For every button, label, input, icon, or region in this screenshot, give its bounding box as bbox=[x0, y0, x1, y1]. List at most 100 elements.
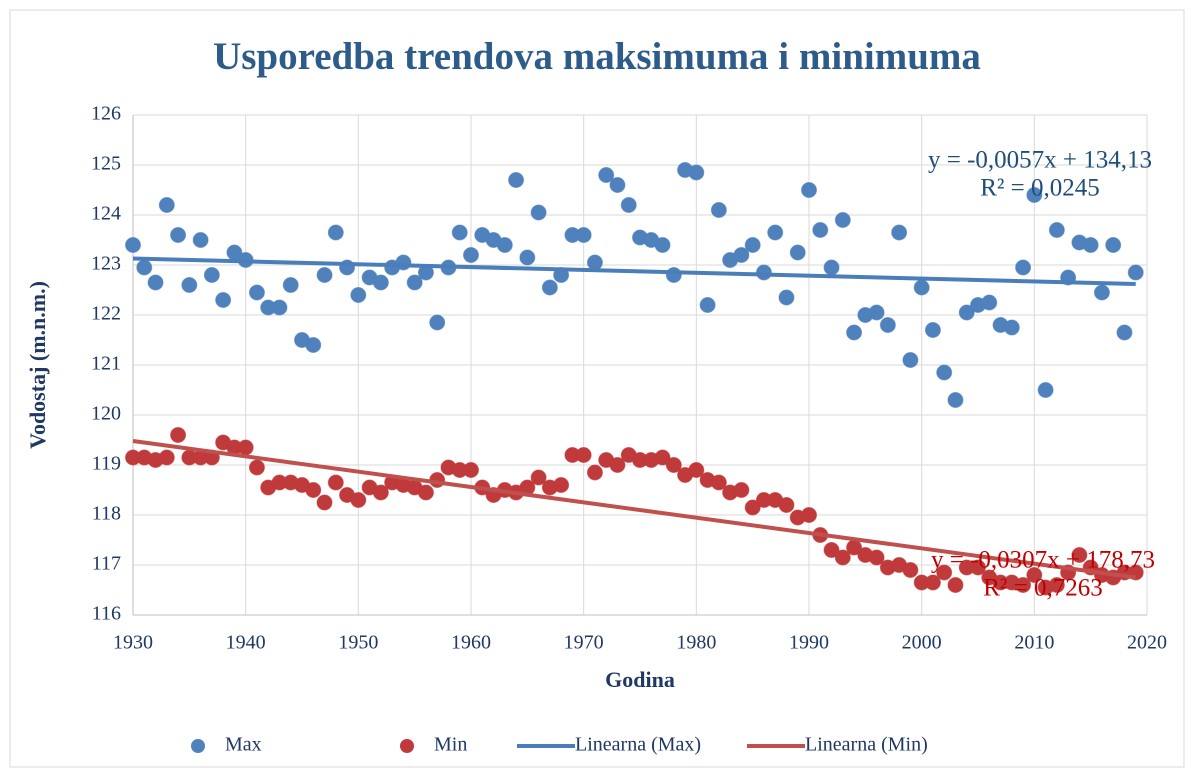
data-point bbox=[744, 499, 761, 516]
legend-label: Min bbox=[434, 734, 467, 756]
data-point bbox=[789, 244, 806, 261]
data-point bbox=[350, 287, 367, 303]
data-point bbox=[1127, 264, 1144, 281]
x-tick-label: 2020 bbox=[1127, 632, 1167, 654]
data-point bbox=[778, 289, 795, 306]
data-point bbox=[913, 279, 930, 296]
data-point bbox=[801, 182, 817, 198]
legend-label: Linearna (Max) bbox=[575, 734, 701, 756]
legend-label: Max bbox=[225, 734, 262, 756]
data-point bbox=[192, 232, 209, 248]
data-point bbox=[1048, 577, 1065, 593]
x-tick-label: 1930 bbox=[113, 632, 153, 654]
data-point bbox=[902, 352, 919, 368]
data-point bbox=[947, 392, 964, 408]
y-tick-label: 122 bbox=[91, 303, 121, 325]
y-tick-label: 121 bbox=[91, 353, 121, 375]
data-point bbox=[1037, 382, 1054, 398]
data-point bbox=[846, 324, 863, 341]
x-tick-label: 2000 bbox=[902, 632, 942, 654]
data-point bbox=[215, 292, 232, 308]
data-point bbox=[158, 197, 175, 213]
chart-title: Usporedba trendova maksimuma i minimuma bbox=[213, 35, 981, 78]
data-point bbox=[1015, 577, 1032, 593]
data-point bbox=[936, 364, 953, 381]
data-point bbox=[1026, 567, 1043, 583]
data-point bbox=[463, 247, 479, 263]
data-point bbox=[970, 559, 986, 576]
trend-line bbox=[132, 439, 1136, 580]
data-point bbox=[316, 494, 333, 511]
x-tick-label: 1970 bbox=[564, 632, 604, 654]
data-point bbox=[147, 274, 164, 291]
data-point bbox=[519, 249, 536, 266]
data-point bbox=[158, 449, 175, 466]
y-tick-label: 118 bbox=[92, 503, 121, 525]
data-point bbox=[1105, 237, 1122, 253]
data-point bbox=[823, 259, 840, 276]
legend-label: Linearna (Min) bbox=[805, 734, 928, 756]
trend-equation: y = -0,0057x + 134,13 bbox=[928, 147, 1152, 174]
data-point bbox=[496, 237, 513, 253]
data-point bbox=[248, 284, 265, 301]
data-point bbox=[406, 274, 423, 291]
data-point bbox=[1071, 547, 1088, 563]
data-point bbox=[271, 299, 288, 316]
data-point bbox=[248, 459, 265, 476]
y-tick-label: 125 bbox=[91, 153, 121, 175]
data-point bbox=[530, 469, 547, 486]
x-tick-label: 1960 bbox=[451, 632, 491, 654]
data-point bbox=[902, 562, 919, 578]
data-point bbox=[282, 277, 299, 293]
data-point bbox=[125, 237, 141, 253]
data-point bbox=[665, 267, 682, 283]
data-point bbox=[553, 477, 570, 493]
data-point bbox=[710, 202, 727, 218]
x-tick-label: 1980 bbox=[676, 632, 716, 654]
legend-marker bbox=[191, 739, 205, 753]
data-point bbox=[744, 237, 761, 253]
legend-marker bbox=[400, 739, 414, 753]
data-point bbox=[575, 227, 592, 243]
data-point bbox=[891, 224, 908, 241]
trend-equation: R² = 0,0245 bbox=[980, 175, 1100, 202]
data-point bbox=[237, 439, 254, 456]
data-point bbox=[350, 492, 367, 508]
data-point bbox=[1026, 187, 1043, 203]
data-point bbox=[958, 304, 975, 321]
trend-line bbox=[132, 256, 1136, 286]
trend-equation: y = -0,0307x + 178,73 bbox=[931, 547, 1155, 574]
data-point bbox=[451, 224, 468, 241]
y-tick-label: 123 bbox=[91, 253, 121, 275]
data-point bbox=[327, 224, 344, 241]
data-point bbox=[688, 462, 705, 478]
data-point bbox=[598, 167, 615, 183]
y-axis-title: Vodostaj (m.n.m.) bbox=[25, 281, 50, 449]
data-point bbox=[823, 542, 840, 558]
trend-equation: R² = 0,7263 bbox=[983, 575, 1103, 602]
data-point bbox=[586, 254, 603, 271]
data-point bbox=[586, 464, 603, 481]
data-point bbox=[1048, 222, 1065, 238]
data-point bbox=[834, 212, 851, 228]
x-tick-label: 2010 bbox=[1014, 632, 1054, 654]
data-point bbox=[305, 482, 322, 498]
data-point bbox=[879, 317, 896, 333]
data-point bbox=[688, 164, 705, 181]
data-point bbox=[170, 227, 187, 243]
x-tick-label: 1940 bbox=[226, 632, 266, 654]
data-point bbox=[924, 322, 941, 338]
data-point bbox=[801, 507, 817, 523]
data-point bbox=[868, 549, 885, 566]
x-tick-label: 1950 bbox=[338, 632, 378, 654]
data-point bbox=[710, 474, 727, 491]
data-point bbox=[609, 177, 626, 193]
data-point bbox=[305, 337, 322, 353]
data-point bbox=[936, 564, 953, 581]
data-point bbox=[778, 497, 795, 513]
data-point bbox=[575, 447, 592, 463]
chart-frame bbox=[9, 9, 1185, 768]
data-point bbox=[654, 449, 671, 466]
y-tick-label: 119 bbox=[92, 453, 121, 475]
x-axis-title: Godina bbox=[605, 667, 675, 692]
